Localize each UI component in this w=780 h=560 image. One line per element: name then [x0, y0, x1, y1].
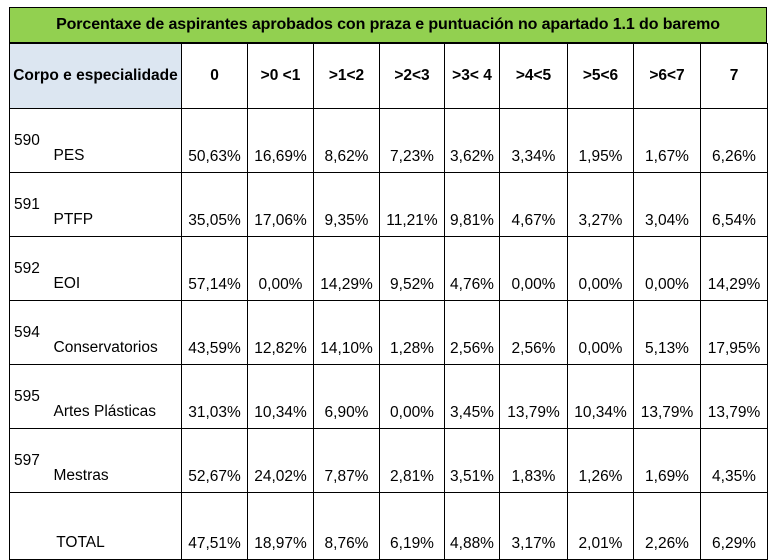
row-value: 4,67%: [499, 172, 568, 237]
row-value: 3,27%: [567, 172, 634, 237]
row-value: 31,03%: [181, 364, 248, 429]
row-value: 6,26%: [700, 108, 768, 173]
header-row: Corpo e especialidade 0 >0 <1 >1<2 >2<3 …: [9, 43, 768, 109]
row-value: 0,00%: [567, 236, 634, 301]
header-corpo: Corpo e especialidade: [9, 43, 182, 109]
row-value: 1,26%: [567, 428, 634, 493]
row-value: 24,02%: [247, 428, 314, 493]
row-value: 1,28%: [379, 300, 445, 365]
row-value: 0,00%: [633, 236, 701, 301]
row-value: 0,00%: [499, 236, 568, 301]
header-col: >1<2: [313, 43, 380, 109]
row-value: 9,35%: [313, 172, 380, 237]
header-col: >0 <1: [247, 43, 314, 109]
row-value: 13,79%: [633, 364, 701, 429]
row-name: PTFP: [48, 172, 182, 237]
total-value: 2,26%: [633, 492, 701, 560]
row-value: 5,13%: [633, 300, 701, 365]
total-row: TOTAL 47,51% 18,97% 8,76% 6,19% 4,88% 3,17% 2,0…: [9, 492, 768, 560]
row-code: 592: [9, 236, 49, 301]
total-value: 8,76%: [313, 492, 380, 560]
row-value: 17,06%: [247, 172, 314, 237]
row-value: 52,67%: [181, 428, 248, 493]
table-row: 590 PES 50,63% 16,69% 8,62% 7,23% 3,62% 3,34% 1,…: [9, 108, 768, 173]
header-col: >6<7: [633, 43, 701, 109]
row-code: 594: [9, 300, 49, 365]
total-value: 6,29%: [700, 492, 768, 560]
row-value: 0,00%: [247, 236, 314, 301]
row-name: PES: [48, 108, 182, 173]
row-value: 13,79%: [700, 364, 768, 429]
row-value: 6,90%: [313, 364, 380, 429]
row-name: Conservatorios: [48, 300, 182, 365]
row-value: 8,62%: [313, 108, 380, 173]
header-col: >3< 4: [444, 43, 500, 109]
table-row: 592 EOI 57,14% 0,00% 14,29% 9,52% 4,76% 0,00% 0,…: [9, 236, 768, 301]
row-code: 591: [9, 172, 49, 237]
row-value: 16,69%: [247, 108, 314, 173]
row-value: 7,87%: [313, 428, 380, 493]
row-value: 14,29%: [313, 236, 380, 301]
row-value: 4,76%: [444, 236, 500, 301]
row-value: 9,81%: [444, 172, 500, 237]
row-value: 4,35%: [700, 428, 768, 493]
table-row: 595 Artes Plásticas 31,03% 10,34% 6,90% 0,00%…: [9, 364, 768, 429]
total-value: 18,97%: [247, 492, 314, 560]
total-value: 6,19%: [379, 492, 445, 560]
row-value: 43,59%: [181, 300, 248, 365]
row-value: 13,79%: [499, 364, 568, 429]
total-label: TOTAL: [9, 492, 182, 560]
row-value: 3,51%: [444, 428, 500, 493]
row-value: 1,69%: [633, 428, 701, 493]
row-code: 595: [9, 364, 49, 429]
row-value: 10,34%: [247, 364, 314, 429]
total-value: 3,17%: [499, 492, 568, 560]
row-value: 57,14%: [181, 236, 248, 301]
table-row: 591 PTFP 35,05% 17,06% 9,35% 11,21% 9,81% 4,67%…: [9, 172, 768, 237]
row-name: EOI: [48, 236, 182, 301]
row-value: 2,56%: [499, 300, 568, 365]
row-value: 0,00%: [379, 364, 445, 429]
row-value: 11,21%: [379, 172, 445, 237]
row-value: 7,23%: [379, 108, 445, 173]
row-code: 590: [9, 108, 49, 173]
row-value: 17,95%: [700, 300, 768, 365]
row-value: 1,67%: [633, 108, 701, 173]
row-code: 597: [9, 428, 49, 493]
row-value: 14,29%: [700, 236, 768, 301]
total-value: 4,88%: [444, 492, 500, 560]
table-title: Porcentaxe de aspirantes aprobados con p…: [9, 7, 767, 43]
row-value: 2,56%: [444, 300, 500, 365]
row-value: 3,04%: [633, 172, 701, 237]
row-value: 1,83%: [499, 428, 568, 493]
row-name: Mestras: [48, 428, 182, 493]
results-table: Corpo e especialidade 0 >0 <1 >1<2 >2<3 …: [9, 43, 768, 560]
results-table-container: Porcentaxe de aspirantes aprobados con p…: [9, 7, 768, 560]
header-col: 7: [700, 43, 768, 109]
row-value: 0,00%: [567, 300, 634, 365]
row-name: Artes Plásticas: [48, 364, 182, 429]
row-value: 35,05%: [181, 172, 248, 237]
header-col: >4<5: [499, 43, 568, 109]
row-value: 2,81%: [379, 428, 445, 493]
row-value: 3,62%: [444, 108, 500, 173]
row-value: 12,82%: [247, 300, 314, 365]
row-value: 3,45%: [444, 364, 500, 429]
total-value: 47,51%: [181, 492, 248, 560]
row-value: 1,95%: [567, 108, 634, 173]
row-value: 3,34%: [499, 108, 568, 173]
row-value: 9,52%: [379, 236, 445, 301]
table-row: 594 Conservatorios 43,59% 12,82% 14,10% 1,28%…: [9, 300, 768, 365]
row-value: 50,63%: [181, 108, 248, 173]
header-col: 0: [181, 43, 248, 109]
row-value: 14,10%: [313, 300, 380, 365]
table-row: 597 Mestras 52,67% 24,02% 7,87% 2,81% 3,51% 1,8…: [9, 428, 768, 493]
total-value: 2,01%: [567, 492, 634, 560]
row-value: 10,34%: [567, 364, 634, 429]
header-col: >5<6: [567, 43, 634, 109]
header-col: >2<3: [379, 43, 445, 109]
row-value: 6,54%: [700, 172, 768, 237]
table-body: 590 PES 50,63% 16,69% 8,62% 7,23% 3,62% 3,34% 1,…: [9, 108, 768, 560]
